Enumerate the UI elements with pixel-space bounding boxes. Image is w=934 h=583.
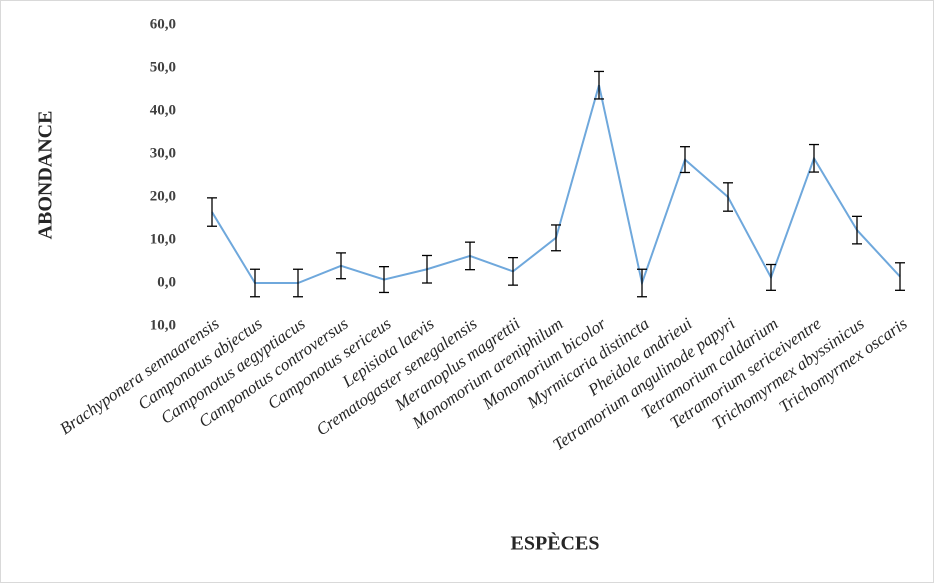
error-bar (809, 143, 819, 173)
error-bar (723, 182, 733, 212)
x-axis-title: ESPÈCES (511, 532, 600, 555)
error-bar (852, 215, 862, 245)
y-tick-label: 20,0 (150, 188, 176, 204)
error-bar (551, 224, 561, 252)
error-bar (680, 146, 690, 174)
y-tick-label: 60,0 (150, 16, 176, 32)
y-tick-label: 30,0 (150, 145, 176, 161)
error-bar (594, 70, 604, 100)
y-tick-label: 40,0 (150, 102, 176, 118)
error-bar (508, 256, 518, 286)
error-bar (379, 266, 389, 294)
error-bar (895, 262, 905, 291)
y-tick-label: 10,0 (150, 317, 176, 333)
error-bar (293, 268, 303, 298)
error-bar (465, 241, 475, 271)
y-tick-label: 50,0 (150, 59, 176, 75)
y-tick-label: 0,0 (157, 274, 176, 290)
y-tick-label: 10,0 (150, 231, 176, 247)
error-bar (637, 268, 647, 298)
error-bar (336, 252, 346, 280)
error-bar (766, 263, 776, 291)
error-bar (422, 254, 432, 284)
error-bar (250, 268, 260, 298)
error-bar (207, 197, 217, 227)
y-axis-title: ABONDANCE (35, 111, 57, 240)
